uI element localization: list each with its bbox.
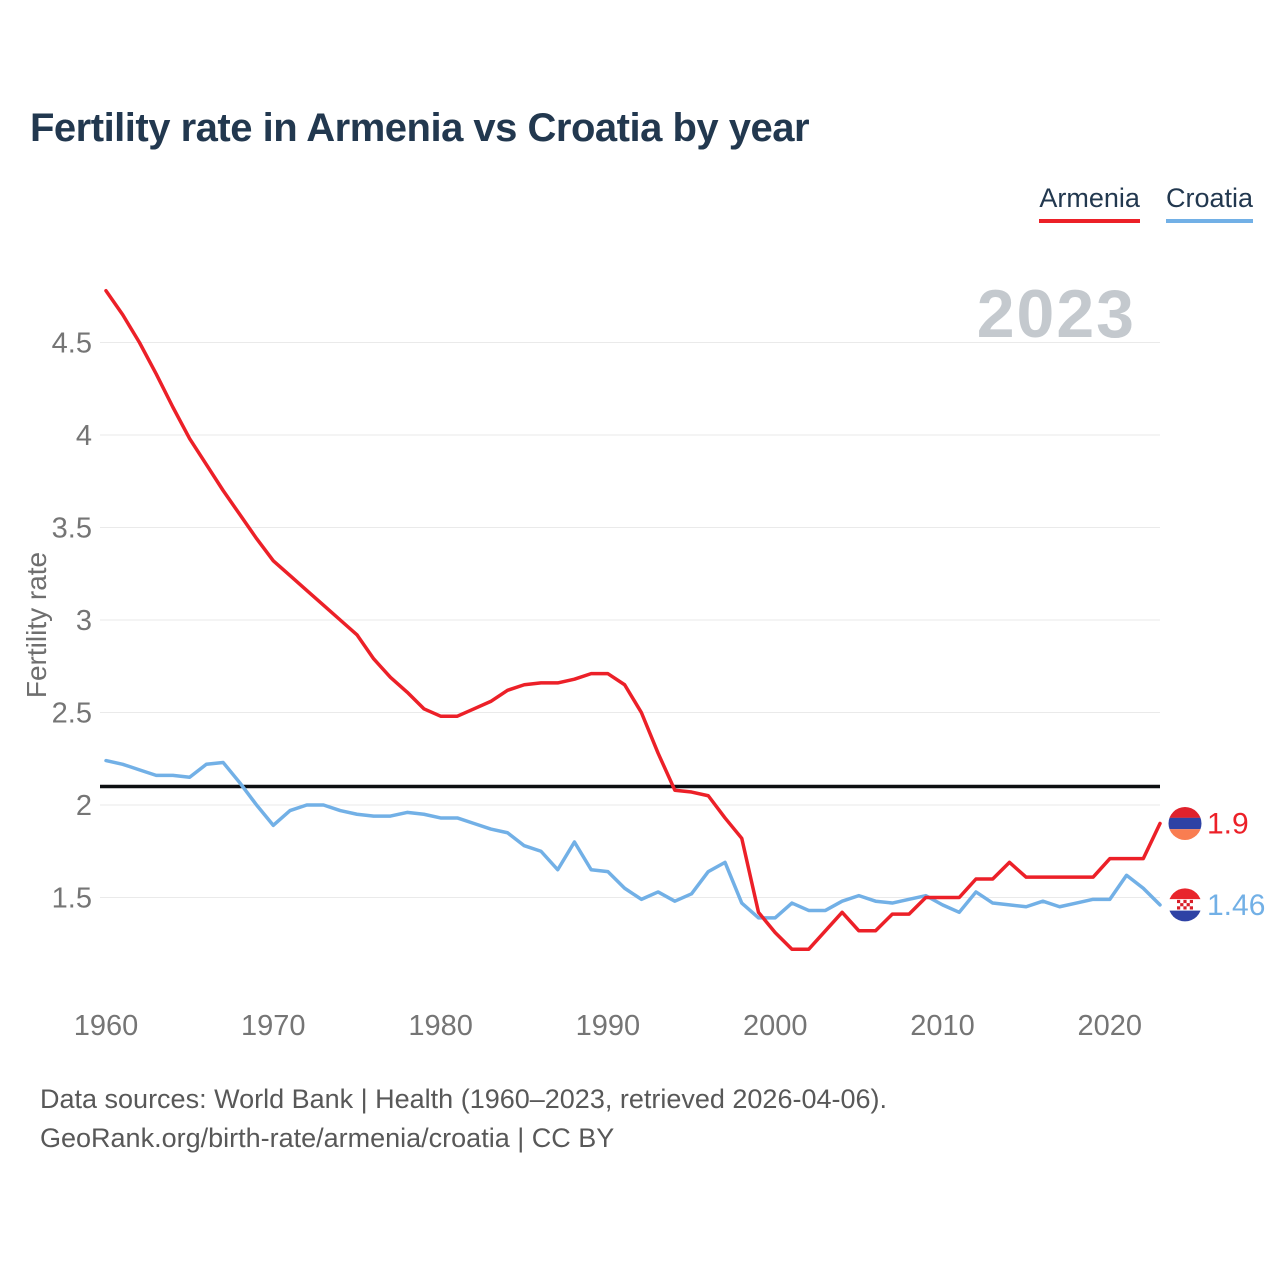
armenia-line[interactable] (104, 288, 1162, 952)
x-tick-label: 1980 (408, 1010, 473, 1042)
armenia-end-label: 1.9 (1207, 808, 1249, 841)
x-tick-label: 2020 (1078, 1010, 1143, 1042)
croatia-flag-icon (1168, 888, 1202, 922)
series-lines (104, 288, 1162, 952)
page-title: Fertility rate in Armenia vs Croatia by … (30, 106, 810, 150)
y-tick-label: 1.5 (52, 883, 92, 915)
attribution-line: GeoRank.org/birth-rate/armenia/croatia |… (40, 1123, 615, 1153)
y-tick-label: 3 (76, 605, 92, 637)
source-line: Data sources: World Bank | Health (1960–… (40, 1084, 887, 1114)
croatia-checkerboard (1177, 899, 1193, 910)
y-tick-label: 3.5 (52, 513, 92, 545)
y-tick-label: 4.5 (52, 328, 92, 360)
y-tick-label: 2 (76, 790, 92, 822)
legend-item-croatia[interactable]: Croatia (1165, 183, 1253, 223)
croatia-end-label: 1.46 (1207, 889, 1265, 922)
legend-item-armenia[interactable]: Armenia (1039, 183, 1140, 223)
gridlines (100, 342, 1160, 898)
x-tick-label: 1970 (241, 1010, 306, 1042)
legend-label-croatia: Croatia (1165, 183, 1253, 213)
armenia-flag-icon (1168, 807, 1202, 840)
end-value-labels: 1.9 1.46 (1207, 808, 1265, 922)
x-tick-label: 1990 (576, 1010, 641, 1042)
fertility-chart: 4.5 4 3.5 3 2.5 2 1.5 1960 1970 1980 1990 2000 2010 2… (21, 288, 1265, 1043)
legend: Armenia Croatia (1039, 183, 1253, 223)
x-tick-label: 1960 (74, 1010, 139, 1042)
x-tick-label: 2010 (910, 1010, 975, 1042)
y-tick-label: 2.5 (52, 698, 92, 730)
year-watermark: 2023 (976, 276, 1136, 352)
y-tick-label: 4 (76, 420, 92, 452)
axis-labels: 4.5 4 3.5 3 2.5 2 1.5 1960 1970 1980 1990 2000 2010 2… (52, 328, 1142, 1043)
x-tick-label: 2000 (743, 1010, 808, 1042)
legend-label-armenia: Armenia (1039, 183, 1140, 213)
data-source-note: Data sources: World Bank | Health (1960–… (40, 1080, 887, 1158)
croatia-line[interactable] (104, 758, 1162, 920)
y-axis-title: Fertility rate (21, 552, 52, 698)
